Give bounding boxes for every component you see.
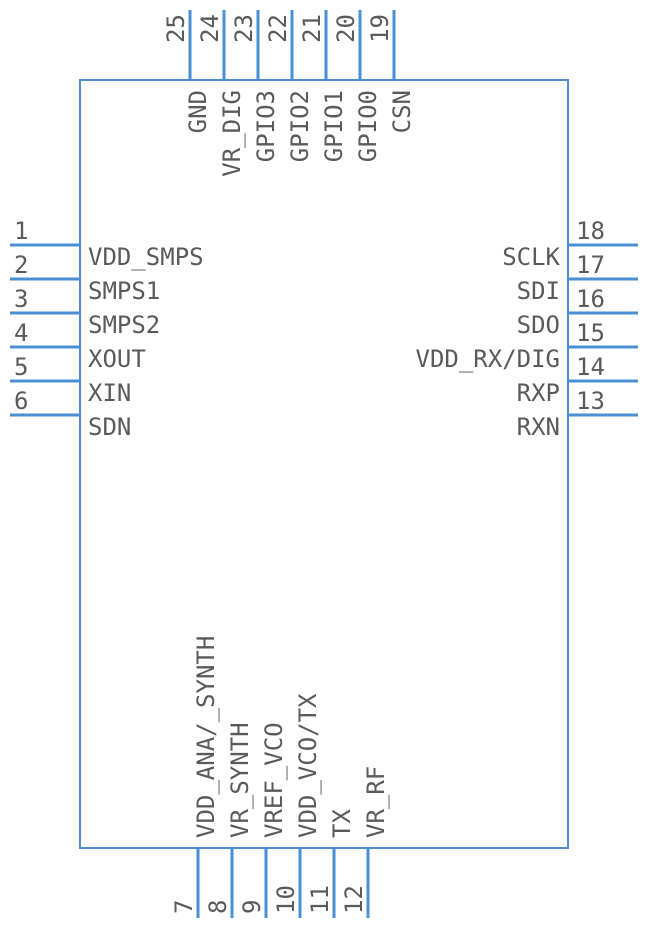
pin-label: SDI — [517, 277, 560, 305]
pin-number: 21 — [298, 14, 326, 43]
pin-number: 10 — [272, 885, 300, 914]
pin-number: 18 — [576, 217, 605, 245]
schematic-diagram: 1 VDD_SMPS 2 SMPS1 3 SMPS2 4 XOUT 5 XIN 6 SDN 18 SCLK… — [0, 0, 648, 928]
pin-number: 2 — [14, 251, 28, 279]
pin-number: 25 — [162, 14, 190, 43]
pin-number: 16 — [576, 285, 605, 313]
pin-number: 11 — [306, 885, 334, 914]
pin-label: RXN — [517, 413, 560, 441]
pin-number: 6 — [14, 387, 28, 415]
pin-number: 9 — [238, 900, 266, 914]
pin-label: VDD_VCO/TX — [294, 693, 322, 838]
pin-number: 19 — [366, 14, 394, 43]
pin-number: 1 — [14, 217, 28, 245]
pin-number: 8 — [204, 900, 232, 914]
pin-label: XOUT — [88, 345, 146, 373]
pin-label: VDD_SMPS — [88, 243, 204, 271]
pin-number: 20 — [332, 14, 360, 43]
pin-number: 24 — [196, 14, 224, 43]
pin-label: SDN — [88, 413, 131, 441]
pin-number: 13 — [576, 387, 605, 415]
pin-label: GND — [184, 90, 212, 133]
pin-label: VR_RF — [362, 766, 390, 838]
pin-number: 23 — [230, 14, 258, 43]
pin-label: SMPS2 — [88, 311, 160, 339]
pin-number: 17 — [576, 251, 605, 279]
pin-label: VDD_RX/DIG — [416, 345, 561, 373]
pin-label: GPIO3 — [252, 90, 280, 162]
pin-label: CSN — [388, 90, 416, 133]
pin-number: 12 — [340, 885, 368, 914]
pin-label: SDO — [517, 311, 560, 339]
pin-label: XIN — [88, 379, 131, 407]
pin-number: 3 — [14, 285, 28, 313]
pin-number: 5 — [14, 353, 28, 381]
pin-label: GPIO0 — [354, 90, 382, 162]
pin-label: GPIO2 — [286, 90, 314, 162]
pin-label: SMPS1 — [88, 277, 160, 305]
pin-label: VR_DIG — [218, 90, 246, 177]
pin-label: TX — [328, 809, 356, 838]
pin-number: 15 — [576, 319, 605, 347]
pin-label: SCLK — [502, 243, 560, 271]
chip-body — [80, 80, 568, 848]
pin-label: GPIO1 — [320, 90, 348, 162]
pin-label: VDD_ANA/_SYNTH — [192, 636, 220, 838]
pin-number: 4 — [14, 319, 28, 347]
pin-number: 22 — [264, 14, 292, 43]
pin-label: RXP — [517, 379, 560, 407]
pin-number: 14 — [576, 353, 605, 381]
pin-label: VREF_VCO — [260, 722, 288, 838]
pin-label: VR_SYNTH — [226, 722, 254, 838]
pin-number: 7 — [170, 900, 198, 914]
